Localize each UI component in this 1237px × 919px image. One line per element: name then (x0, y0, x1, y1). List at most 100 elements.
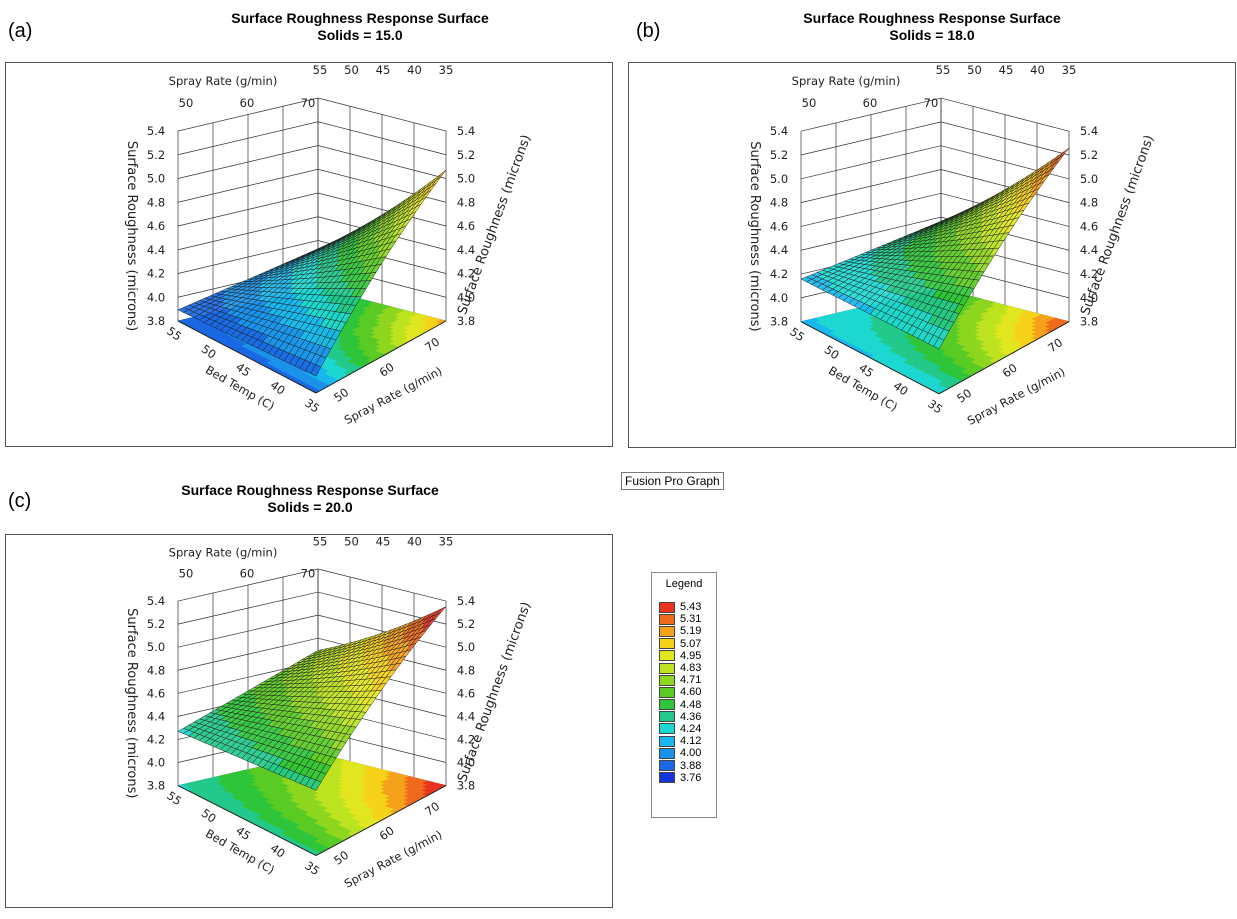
front-spray-tick: 70 (422, 335, 442, 355)
z-tick-label-right: 4.2 (457, 732, 475, 746)
grid-line (800, 192, 1070, 227)
z-tick-label-left: 3.8 (147, 314, 165, 328)
z-tick-label-left: 5.4 (770, 124, 788, 138)
z-tick-label-left: 4.6 (770, 219, 788, 233)
grid-line (800, 216, 1070, 251)
front-temp-tick: 40 (891, 379, 911, 399)
legend-value: 4.24 (680, 722, 702, 735)
top-temp-tick: 55 (313, 535, 328, 549)
bed-temp-axis-line (800, 321, 940, 395)
grid-line (800, 121, 1070, 156)
z-axis-label-left: Surface Roughness (microns) (124, 608, 139, 798)
legend-entry: 5.07 (659, 638, 701, 650)
z-tick-label-right: 5.4 (1080, 124, 1098, 138)
chart-frame: 3.8 3.8 4.0 4.0 4.2 4.2 4.4 4.4 4.6 4.6 4.8 4.8 5.0 5… (5, 62, 613, 447)
grid-line (177, 591, 447, 625)
front-spray-tick: 50 (331, 848, 351, 868)
z-tick-label-left: 5.2 (147, 148, 165, 162)
surface-cell (933, 337, 945, 350)
legend-swatch (659, 686, 675, 698)
legend-swatch (659, 711, 675, 723)
legend-entry: 3.88 (659, 759, 702, 772)
z-tick-label-right: 5.4 (457, 594, 475, 608)
top-temp-tick: 55 (936, 63, 951, 77)
legend-entry: 4.00 (659, 747, 701, 759)
top-spray-axis-label: Spray Rate (g/min) (792, 74, 901, 88)
z-tick-label-right: 4.0 (457, 756, 475, 770)
front-temp-tick: 55 (164, 788, 184, 808)
legend-entry: 3.76 (659, 772, 701, 784)
legend-value: 3.88 (680, 759, 702, 772)
z-tick-label-left: 5.2 (147, 617, 165, 631)
response-surface (177, 606, 447, 791)
fusion-pro-graph-label[interactable]: Fusion Pro Graph (621, 472, 724, 490)
z-tick-label-left: 4.2 (770, 267, 788, 281)
front-temp-tick: 35 (925, 397, 945, 417)
legend-entry: 4.60 (659, 686, 701, 698)
top-spray-tick: 70 (301, 96, 316, 110)
top-temp-tick: 35 (439, 63, 454, 77)
top-temp-tick: 40 (407, 535, 422, 549)
z-tick-label-right: 4.2 (457, 267, 475, 281)
front-temp-tick: 40 (268, 378, 288, 398)
surface-plot: 3.8 3.84.0 4.04.2 4.24.4 4.44.6 4.64.8 4.85.0 5… (124, 63, 534, 427)
legend-swatch (659, 760, 675, 772)
top-temp-tick: 45 (376, 63, 391, 77)
legend-entry: 4.48 (659, 699, 701, 711)
legend-value: 3.76 (680, 771, 702, 784)
legend-value: 4.48 (680, 698, 702, 711)
top-spray-tick: 70 (924, 96, 939, 110)
front-temp-tick: 35 (302, 858, 322, 878)
z-tick-label-right: 5.2 (457, 148, 475, 162)
chart-frame: 3.8 3.8 4.0 4.0 4.2 4.2 4.4 4.4 4.6 4.6 4.8 4.8 5.0 5… (628, 62, 1236, 448)
legend-swatch (659, 601, 675, 613)
top-temp-tick: 35 (1062, 63, 1077, 77)
z-tick-label-right: 5.0 (1080, 172, 1098, 186)
front-spray-tick: 50 (954, 386, 974, 406)
color-legend: Legend 5.43 5.31 5.19 5.07 4.95 4.83 4.71 4.60 4… (651, 572, 717, 818)
legend-value: 4.12 (680, 735, 702, 748)
z-tick-label-right: 4.0 (1080, 291, 1098, 305)
z-tick-label-left: 4.6 (147, 219, 165, 233)
z-tick-label-left: 3.8 (770, 315, 788, 329)
top-spray-tick: 50 (802, 96, 817, 110)
response-surface (800, 147, 1070, 350)
z-tick-label-left: 4.2 (147, 732, 165, 746)
front-temp-tick: 50 (199, 342, 219, 362)
legend-swatch (659, 674, 675, 686)
bed-temp-axis-line (177, 320, 317, 394)
legend-swatch (659, 662, 675, 674)
z-tick-label-right: 4.8 (457, 663, 475, 677)
top-temp-tick: 45 (999, 63, 1014, 77)
surface-plot: 3.8 3.84.0 4.04.2 4.24.4 4.44.6 4.64.8 4.85.0 5… (747, 63, 1157, 428)
grid-line (177, 97, 447, 132)
legend-swatch (659, 650, 675, 662)
grid-line (177, 145, 447, 179)
z-tick-label-left: 4.2 (147, 267, 165, 281)
legend-value: 5.31 (680, 613, 702, 626)
z-tick-label-right: 4.4 (1080, 243, 1098, 257)
legend-swatch (659, 723, 675, 735)
grid-line (800, 97, 1070, 132)
z-tick-label-right: 5.0 (457, 172, 475, 186)
top-temp-tick: 40 (1030, 63, 1045, 77)
z-tick-label-left: 4.8 (770, 196, 788, 210)
chart-subtitle: Solids = 15.0 (317, 27, 403, 43)
legend-swatch (659, 625, 675, 637)
z-tick-label-right: 4.6 (1080, 219, 1098, 233)
legend-entry: 5.31 (659, 613, 701, 625)
front-spray-tick: 50 (331, 385, 351, 405)
surface-cell (310, 779, 322, 791)
z-tick-label-right: 3.8 (457, 779, 475, 793)
panel-label: (c) (8, 490, 32, 512)
top-spray-tick: 50 (179, 567, 194, 581)
z-tick-label-left: 5.2 (770, 148, 788, 162)
z-tick-label-left: 4.0 (770, 291, 788, 305)
chart-subtitle: Solids = 20.0 (267, 499, 353, 515)
z-tick-label-right: 4.4 (457, 709, 475, 723)
z-tick-label-right: 5.0 (457, 640, 475, 654)
legend-entry: 4.71 (659, 674, 701, 686)
top-spray-axis-label: Spray Rate (g/min) (169, 545, 278, 559)
z-tick-label-left: 5.0 (147, 640, 165, 654)
chart-title: Surface Roughness Response Surface (803, 10, 1061, 26)
